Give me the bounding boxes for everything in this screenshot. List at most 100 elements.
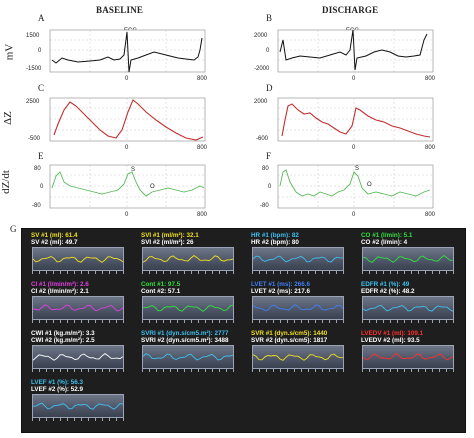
metric-tile-svr: SVR #1 (dyn.s/cm5): 1440 SVR #2 (dyn.s/c… <box>250 330 346 372</box>
panel-e-xtick-1: 0 <box>125 212 129 218</box>
panel-f-letter: F <box>266 151 271 161</box>
sv-line-2: SV #2 (ml): 49.7 <box>31 239 78 246</box>
metric-tile-co: CO #1 (l/min): 5.1 CO #2 (l/min): 4 <box>360 232 456 274</box>
ci-trend-axis <box>32 320 124 323</box>
cwi-line-1: CWI #1 (kg.m/m²): 3.3 <box>31 330 95 337</box>
cwi-line-2: CWI #2 (kg.m/m²): 2.5 <box>31 337 95 344</box>
trend-line <box>363 353 453 361</box>
svi-line-2: SVI #2 (ml/m²): 26 <box>141 239 194 246</box>
panel-b: B ECG 2000 0 -2000 0 800 <box>254 13 436 82</box>
ci-trend-plot <box>32 296 124 320</box>
panel-b-ytick-2: 0 <box>266 48 270 54</box>
panel-f: F S O 80 0 -80 0 800 <box>260 151 436 218</box>
lvedv-trend-plot <box>362 345 454 369</box>
hr-line-1: HR #1 (bpm): 82 <box>251 232 299 239</box>
panel-f-ytick-2: 0 <box>268 184 272 190</box>
metric-tile-hr: HR #1 (bpm): 82 HR #2 (bpm): 80 <box>250 232 346 274</box>
svr-trend-axis <box>252 369 344 372</box>
metric-tile-ci: CI #1 (l/min/m²): 2.6 CI #2 (l/min/m²): … <box>30 281 126 323</box>
panel-b-ytick-1: 2000 <box>254 33 268 39</box>
trend-line-svg <box>143 304 233 312</box>
hr-line-2: HR #2 (bpm): 80 <box>251 239 299 246</box>
metric-tile-cont: Cont #1: 97.5 Cont #2: 57.1 <box>140 281 236 323</box>
edfr-line-1: EDFR #1 (%): 49 <box>361 281 410 288</box>
baseline-title: BASELINE <box>96 5 144 15</box>
svr-line-2: SVR #2 (dyn.s/cm5): 1817 <box>251 337 328 344</box>
panel-d-ytick-1: 2000 <box>254 99 268 105</box>
panel-d-ytick-2: -600 <box>256 136 269 142</box>
discharge-title: DISCHARGE <box>322 5 379 15</box>
sv-trend-axis <box>32 271 124 274</box>
lvedv-line-1: LVEDV #1 (ml): 109.1 <box>361 330 424 337</box>
trend-line <box>33 255 123 263</box>
cont-line-1: Cont #1: 97.5 <box>141 281 181 288</box>
lvef-line-2: LVEF #2 (%): 52.9 <box>31 386 84 393</box>
co-line-2: CO #2 (l/min): 4 <box>361 239 408 246</box>
panel-e-mark-o: O <box>150 184 155 190</box>
panel-c-ytick-2: -500 <box>28 136 41 142</box>
trend-line-svg <box>33 304 123 312</box>
panel-e-xtick-2: 800 <box>197 212 208 218</box>
panel-a-xtick-2: 800 <box>197 76 208 82</box>
metric-tile-cwi: CWI #1 (kg.m/m²): 3.3 CWI #2 (kg.m/m²): … <box>30 330 126 372</box>
lvet-line-2: LVET #2 (ms): 217.6 <box>251 288 311 295</box>
panel-c-xtick-1: 0 <box>125 145 129 151</box>
panel-e-ytick-2: 0 <box>40 184 44 190</box>
lvet-trend-axis <box>252 320 344 323</box>
trend-line-svg <box>363 353 453 361</box>
panel-a-ytick-3: -1500 <box>26 66 42 72</box>
trend-line <box>143 255 233 263</box>
panel-e-mark-s: S <box>131 167 135 173</box>
panel-e-ytick-1: 80 <box>34 166 41 172</box>
cont-trend-plot <box>142 296 234 320</box>
trend-line-svg <box>363 255 453 263</box>
lvet-line-1: LVET #1 (ms): 266.6 <box>251 281 311 288</box>
hr-trend-plot <box>252 247 344 271</box>
panel-b-ecg-trace <box>279 29 428 71</box>
panel-d-xtick-2: 800 <box>425 145 436 151</box>
panel-a-letter: A <box>38 13 45 23</box>
panel-e-dzdt-trace <box>51 171 205 197</box>
co-line-1: CO #1 (l/min): 5.1 <box>361 232 413 239</box>
panel-a: A ECG 1500 0 -1500 0 800 <box>26 13 208 82</box>
panel-f-ytick-1: 80 <box>262 166 269 172</box>
cont-trend-axis <box>142 320 234 323</box>
panel-c: C 2500 -500 0 800 <box>26 83 208 151</box>
panel-e-ytick-3: -80 <box>32 203 41 209</box>
panel-b-letter: B <box>266 13 272 23</box>
trend-line-svg <box>33 353 123 361</box>
trend-line-svg <box>253 255 343 263</box>
svi-trend-axis <box>142 271 234 274</box>
trend-line-svg <box>253 304 343 311</box>
sv-line-1: SV #1 (ml): 61.4 <box>31 232 78 239</box>
lvedv-line-2: LVEDV #2 (ml): 93.5 <box>361 337 420 344</box>
metric-tile-lvet: LVET #1 (ms): 266.6 LVET #2 (ms): 217.6 <box>250 281 346 323</box>
trend-line <box>33 402 123 410</box>
panel-d-dz-trace <box>281 103 431 138</box>
edfr-trend-plot <box>362 296 454 320</box>
trend-line <box>253 304 343 311</box>
panel-e: E S O 80 0 -80 0 800 <box>32 151 208 218</box>
panel-d-letter: D <box>266 83 273 93</box>
lvet-trend-plot <box>252 296 344 320</box>
trend-line <box>143 353 233 361</box>
trend-line-svg <box>143 255 233 263</box>
lvef-line-1: LVEF #1 (%): 56.3 <box>31 379 84 386</box>
lvef-trend-plot <box>32 394 124 418</box>
panel-d-xtick-1: 0 <box>352 145 356 151</box>
sv-trend-plot <box>32 247 124 271</box>
panel-c-letter: C <box>38 83 44 93</box>
waveform-panels: A ECG 1500 0 -1500 0 800 B ECG 2000 0 -2… <box>26 13 436 218</box>
panel-a-ytick-2: 0 <box>38 48 42 54</box>
panel-b-xtick-1: 0 <box>352 76 356 82</box>
trend-line-svg <box>33 255 123 263</box>
panel-b-xtick-2: 800 <box>425 76 436 82</box>
co-trend-plot <box>362 247 454 271</box>
metric-tile-svi: SVI #1 (ml/m²): 32.1 SVI #2 (ml/m²): 26 <box>140 232 236 274</box>
svr-line-1: SVR #1 (dyn.s/cm5): 1440 <box>251 330 328 337</box>
panel-f-mark-o: O <box>367 182 372 188</box>
svri-trend-axis <box>142 369 234 372</box>
panel-f-xtick-1: 0 <box>352 212 356 218</box>
trend-line <box>33 304 123 312</box>
cwi-trend-axis <box>32 369 124 372</box>
